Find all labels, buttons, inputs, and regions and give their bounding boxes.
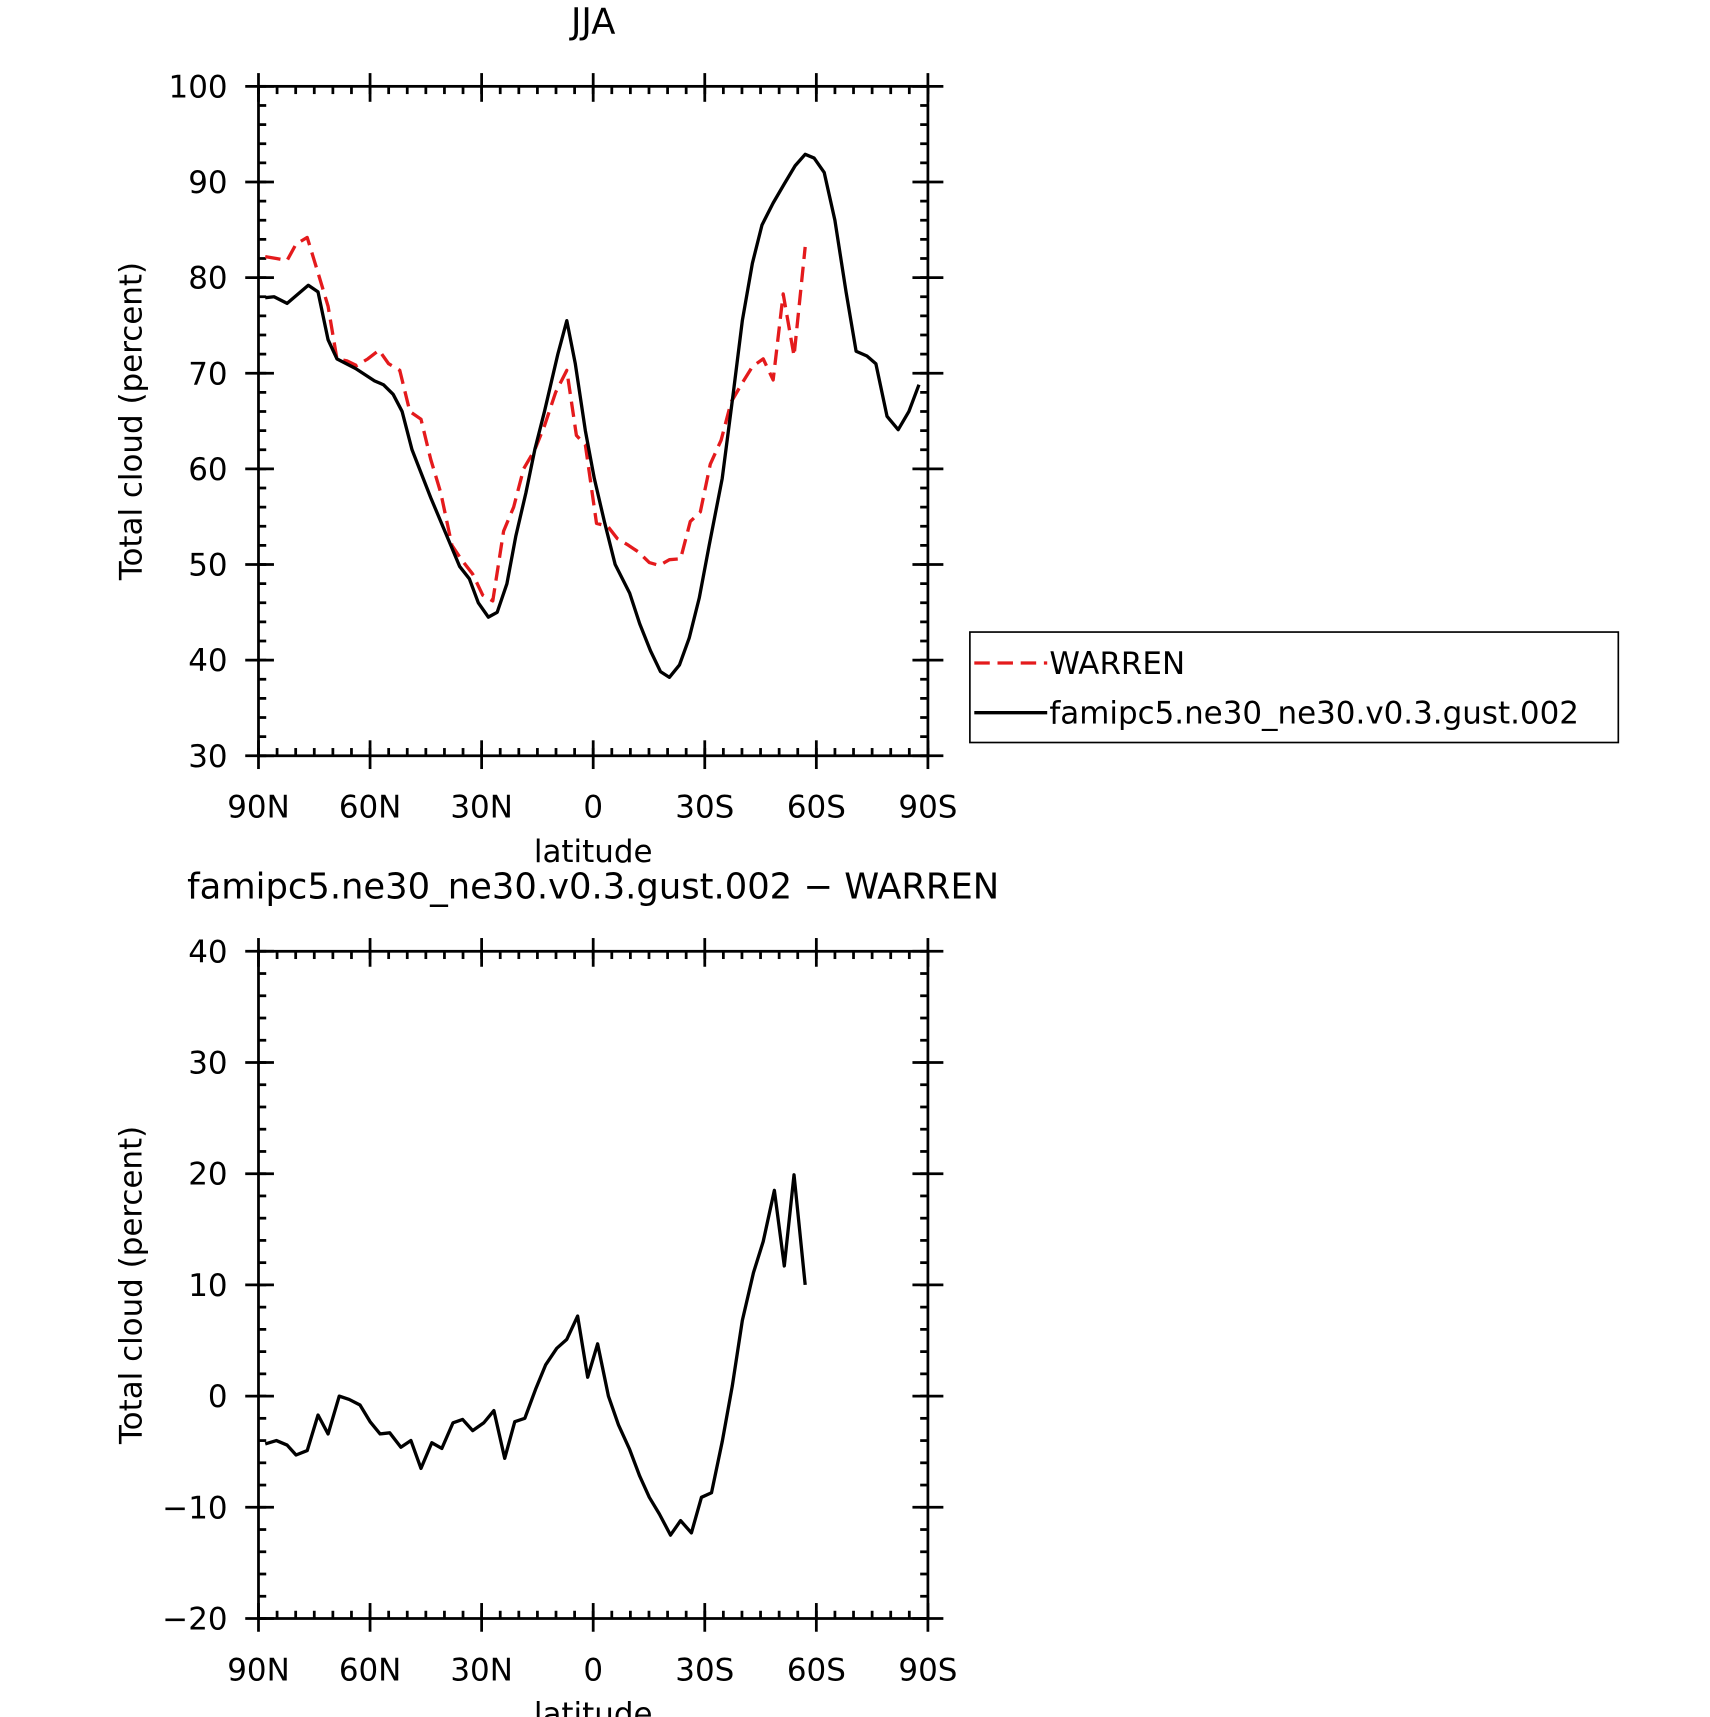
y-tick-label: 100 — [169, 69, 228, 105]
x-tick-label: 60S — [787, 1652, 846, 1688]
y-tick-label: 60 — [188, 452, 227, 488]
x-axis-label: latitude — [534, 1697, 653, 1717]
y-tick-label: −20 — [162, 1602, 227, 1638]
x-tick-label: 90N — [227, 1652, 289, 1688]
y-tick-label: 30 — [188, 1046, 227, 1082]
y-tick-label: 50 — [188, 548, 227, 584]
x-tick-label: 90N — [227, 790, 289, 826]
legend-box — [969, 631, 1620, 744]
chart-title: JJA — [569, 1, 615, 42]
x-tick-label: 0 — [583, 1652, 603, 1688]
x-tick-label: 60S — [787, 790, 846, 826]
x-tick-label: 0 — [583, 790, 603, 826]
y-tick-label: 70 — [188, 356, 227, 392]
plot-frame — [257, 949, 930, 1620]
x-tick-label: 90S — [898, 1652, 957, 1688]
series-line — [264, 235, 807, 603]
x-tick-label: 60N — [339, 790, 401, 826]
y-axis-label: Total cloud (percent) — [113, 262, 149, 581]
y-tick-label: 40 — [188, 934, 227, 970]
y-tick-label: 10 — [188, 1268, 227, 1304]
x-tick-label: 60N — [339, 1652, 401, 1688]
y-tick-label: −10 — [162, 1490, 227, 1526]
legend-label: WARREN — [1049, 646, 1185, 682]
y-tick-label: 80 — [188, 261, 227, 297]
x-tick-label: 30N — [450, 790, 512, 826]
y-tick-label: 40 — [188, 643, 227, 679]
x-tick-label: 30N — [450, 1652, 512, 1688]
y-tick-label: 90 — [188, 165, 227, 201]
x-axis-label: latitude — [534, 834, 653, 870]
series-line — [265, 152, 921, 679]
legend-label: famipc5.ne30_ne30.v0.3.gust.002 — [1049, 696, 1579, 732]
chart-title: famipc5.ne30_ne30.v0.3.gust.002 − WARREN — [187, 866, 999, 907]
x-tick-label: 30S — [675, 790, 734, 826]
x-tick-label: 90S — [898, 790, 957, 826]
y-tick-label: 20 — [188, 1157, 227, 1193]
x-tick-label: 30S — [675, 1652, 734, 1688]
y-tick-label: 0 — [208, 1379, 228, 1415]
y-tick-label: 30 — [188, 739, 227, 775]
series-line — [264, 1173, 807, 1537]
y-axis-label: Total cloud (percent) — [113, 1126, 149, 1445]
